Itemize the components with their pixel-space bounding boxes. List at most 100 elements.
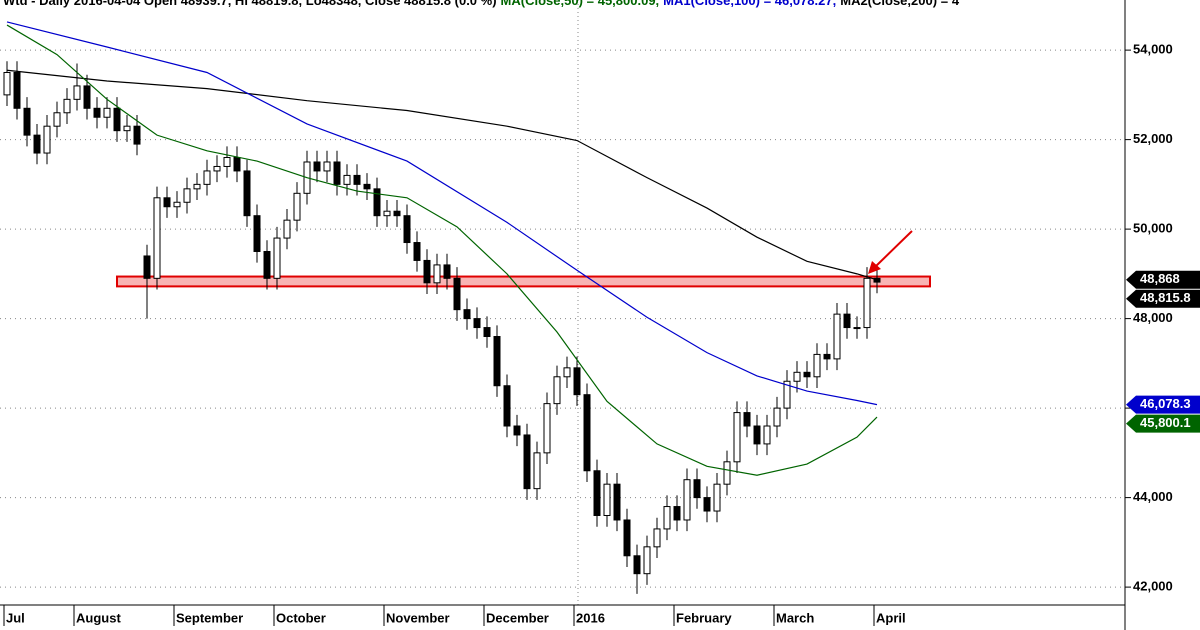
price-tag-label: 46,078.3 [1140,396,1191,411]
candle-body [863,277,871,329]
candle-body [253,215,261,252]
candle-body [773,407,781,427]
moving-average-line [6,21,878,406]
candle-body [223,157,231,167]
candle-body [233,157,241,172]
candle-body [13,71,21,109]
title-part: MA1(Close,100) = 46,078.27, [663,0,836,8]
candle-body [873,277,881,283]
plot [3,21,881,594]
candle-body [173,201,181,208]
candle-body [353,174,361,185]
candle-body [453,277,461,311]
candle-body [113,107,121,132]
candle-body [133,125,141,145]
candle-body [733,412,741,463]
candle-body [473,318,481,329]
candle-body [203,170,211,185]
title-part: MA(Close,50) = 45,800.09, [501,0,660,8]
candle-body [653,528,661,548]
candle-body [83,85,91,109]
candle-body [583,394,591,472]
candle-body [793,371,801,382]
candle-body [153,197,161,279]
x-tick-label: March [776,610,814,625]
candle-body [623,519,631,557]
candle-body [843,313,851,329]
candle-body [213,165,221,172]
y-tick-label: 52,000 [1133,131,1173,146]
chart-title: Wtd - Daily 2016-04-04 Open 48939.7, Hi … [3,0,960,8]
y-tick-label: 42,000 [1133,579,1173,594]
candle-body [193,183,201,190]
price-tag [1126,414,1200,433]
candle-body [803,371,811,378]
price-tag-label: 45,800.1 [1140,415,1191,430]
candle-body [693,479,701,499]
price-tag [1126,270,1200,289]
candle-body [563,367,571,378]
moving-average-line [6,24,878,476]
candle-body [833,313,841,360]
candle-body [93,107,101,118]
x-tick-label: Jul [6,610,25,625]
moving-average-line [6,69,878,281]
highlight [116,275,931,288]
candle-body [33,134,41,154]
arrow-head [868,261,881,274]
candle-body [743,412,751,427]
candle-body [763,425,771,445]
candle-body [333,161,341,185]
candle-body [403,215,411,244]
candle-body [853,327,861,330]
candle-body [633,555,641,575]
price-tag [1126,395,1200,414]
candle-body [503,385,511,427]
candle-body [73,85,81,100]
candle-body [533,452,541,490]
candle-body [433,264,441,284]
price-tag-label: 48,815.8 [1140,290,1191,305]
candle-body [643,546,651,575]
candle-body [263,250,271,279]
candle-body [423,259,431,284]
price-tag-label: 48,868 [1140,271,1180,286]
x-tick-label: November [386,610,450,625]
x-tick-label: September [176,610,243,625]
candle-body [383,210,391,217]
support-band [116,275,931,288]
x-tick-label: August [76,610,121,625]
candle-body [123,125,131,132]
x-tick-label: February [676,610,732,625]
candle-body [243,170,251,217]
candle-body [413,242,421,261]
candle-body [483,327,491,338]
candle-body [363,183,371,190]
candle-body [163,197,171,208]
candle-body [553,376,561,405]
y-tick-label: 48,000 [1133,310,1173,325]
title-part: Wtd - Daily 2016-04-04 Open 48939.7, Hi … [3,0,497,8]
candle-body [3,71,11,96]
candle-body [43,125,51,154]
candle-body [323,161,331,172]
x-tick-label: 2016 [576,610,605,625]
candle-body [443,264,451,279]
candle-body [313,161,321,172]
candle-body [813,353,821,378]
candle-body [613,483,621,521]
x-tick-label: October [276,610,326,625]
candle-body [603,483,611,517]
candle-body [343,174,351,185]
candle-body [463,309,471,320]
title-part: MA2(Close,200) = 4 [840,0,960,8]
candle-body [103,107,111,118]
candle-body [573,367,581,396]
candle-body [143,255,151,279]
candle-body [713,483,721,512]
price-tag [1126,289,1200,308]
candle-body [183,188,191,203]
candle-body [63,98,71,114]
candle-body [783,380,791,409]
